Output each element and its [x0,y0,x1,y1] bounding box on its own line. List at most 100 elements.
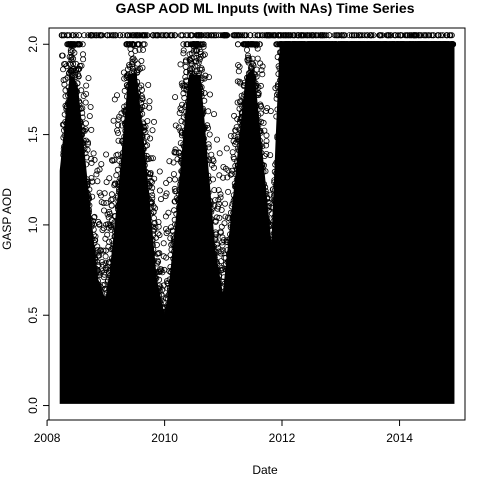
data-point [135,41,142,48]
data-point [255,32,262,39]
data-point [178,159,185,166]
data-point [225,250,232,257]
data-point [224,247,231,254]
data-point [156,298,163,305]
data-point [183,83,190,90]
x-tick-label: 2010 [151,431,178,445]
data-point [138,58,145,65]
data-point [137,125,144,132]
data-point [203,32,210,39]
data-point [232,127,239,134]
data-point [94,252,101,259]
data-point [85,206,92,213]
data-point [251,32,258,39]
data-point [155,219,162,226]
data-point [377,32,384,39]
data-point [157,300,164,307]
data-point [235,62,242,69]
data-point [205,108,212,115]
data-point [86,195,93,202]
data-point [263,32,270,39]
data-point [121,109,128,116]
data-point [169,240,176,247]
data-point [274,106,281,113]
y-tick-label: 0.5 [26,307,40,324]
data-point [212,217,219,224]
data-point [150,246,157,253]
data-point [206,197,213,204]
data-point [198,108,205,115]
data-point [86,209,93,216]
data-point [194,41,201,48]
data-point [395,32,402,39]
data-point [163,190,170,197]
data-point [76,106,83,113]
data-point [252,71,259,78]
data-point [158,291,165,298]
data-point [210,164,217,171]
data-point [353,32,360,39]
data-point [111,96,118,103]
data-point [274,82,281,89]
data-point [96,272,103,279]
data-point [77,118,84,125]
data-point [415,32,422,39]
data-point [95,249,102,256]
data-point [144,32,151,39]
data-point [255,122,262,129]
data-point [208,208,215,215]
data-point [147,135,154,142]
data-point [255,128,262,135]
data-point [127,32,134,39]
data-point [388,41,395,48]
data-point [243,41,250,48]
data-point [61,61,68,68]
data-point [145,82,152,89]
data-point [172,122,179,129]
data-point [152,32,159,39]
data-point [263,108,270,115]
data-point [239,121,246,128]
data-point [190,71,197,78]
data-point [142,123,149,130]
data-point [75,66,82,73]
data-point [392,32,399,39]
data-point [141,158,148,165]
data-point [384,32,391,39]
data-point [156,187,163,194]
data-point [211,187,218,194]
data-point [387,32,394,39]
data-point [206,91,213,98]
data-point [152,205,159,212]
data-point [121,133,128,140]
data-point [89,246,96,253]
data-point [103,221,110,228]
data-point [140,127,147,134]
data-point [267,152,274,159]
data-point [109,237,116,244]
data-point [103,289,110,296]
data-point [290,41,297,48]
data-point [62,119,69,126]
data-point [301,41,308,48]
data-point [171,216,178,223]
data-point [201,90,208,97]
data-point [126,41,133,48]
data-point [203,157,210,164]
data-point [94,247,101,254]
data-point [449,41,456,48]
data-point [187,41,194,48]
data-point [142,32,149,39]
data-point [103,298,110,305]
data-point [117,175,124,182]
data-point [262,187,269,194]
data-point [103,286,110,293]
data-point [178,129,185,136]
data-point [150,208,157,215]
data-point [236,99,243,106]
data-point [85,75,92,82]
data-point [111,182,118,189]
data-point [244,74,251,81]
data-point [227,231,234,238]
data-point [99,258,106,265]
